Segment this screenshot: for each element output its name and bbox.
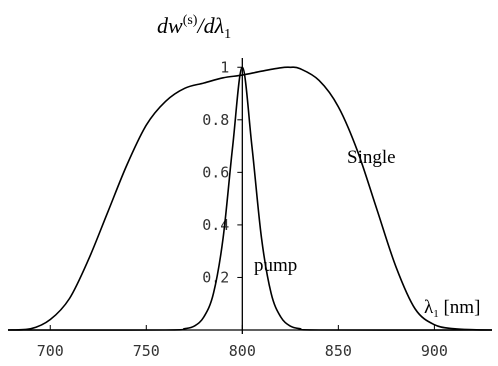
annotation-single: Single <box>347 147 396 168</box>
ticks: 700 750 800 850 900 0.2 0.4 0.6 0.8 1 <box>37 58 448 360</box>
y-tick-label: 1 <box>220 58 229 76</box>
y-tick-label: 0.6 <box>202 163 229 181</box>
series-single-line <box>7 66 493 331</box>
x-axis-label: λ1 [nm] <box>424 297 480 320</box>
y-tick-label: 0.8 <box>202 111 229 129</box>
chart-title: dw(s)/dλ1 <box>157 13 231 42</box>
x-tick-label: 900 <box>421 342 448 360</box>
x-tick-label: 700 <box>37 342 64 360</box>
annotation-pump: pump <box>254 255 297 276</box>
x-tick-label: 800 <box>229 342 256 360</box>
x-tick-label: 850 <box>325 342 352 360</box>
series-pump-line <box>7 66 493 331</box>
x-tick-label: 750 <box>133 342 160 360</box>
y-tick-label: 0.4 <box>202 216 229 234</box>
y-tick-label: 0.2 <box>202 268 229 286</box>
axes <box>8 58 492 334</box>
curves <box>7 66 493 331</box>
